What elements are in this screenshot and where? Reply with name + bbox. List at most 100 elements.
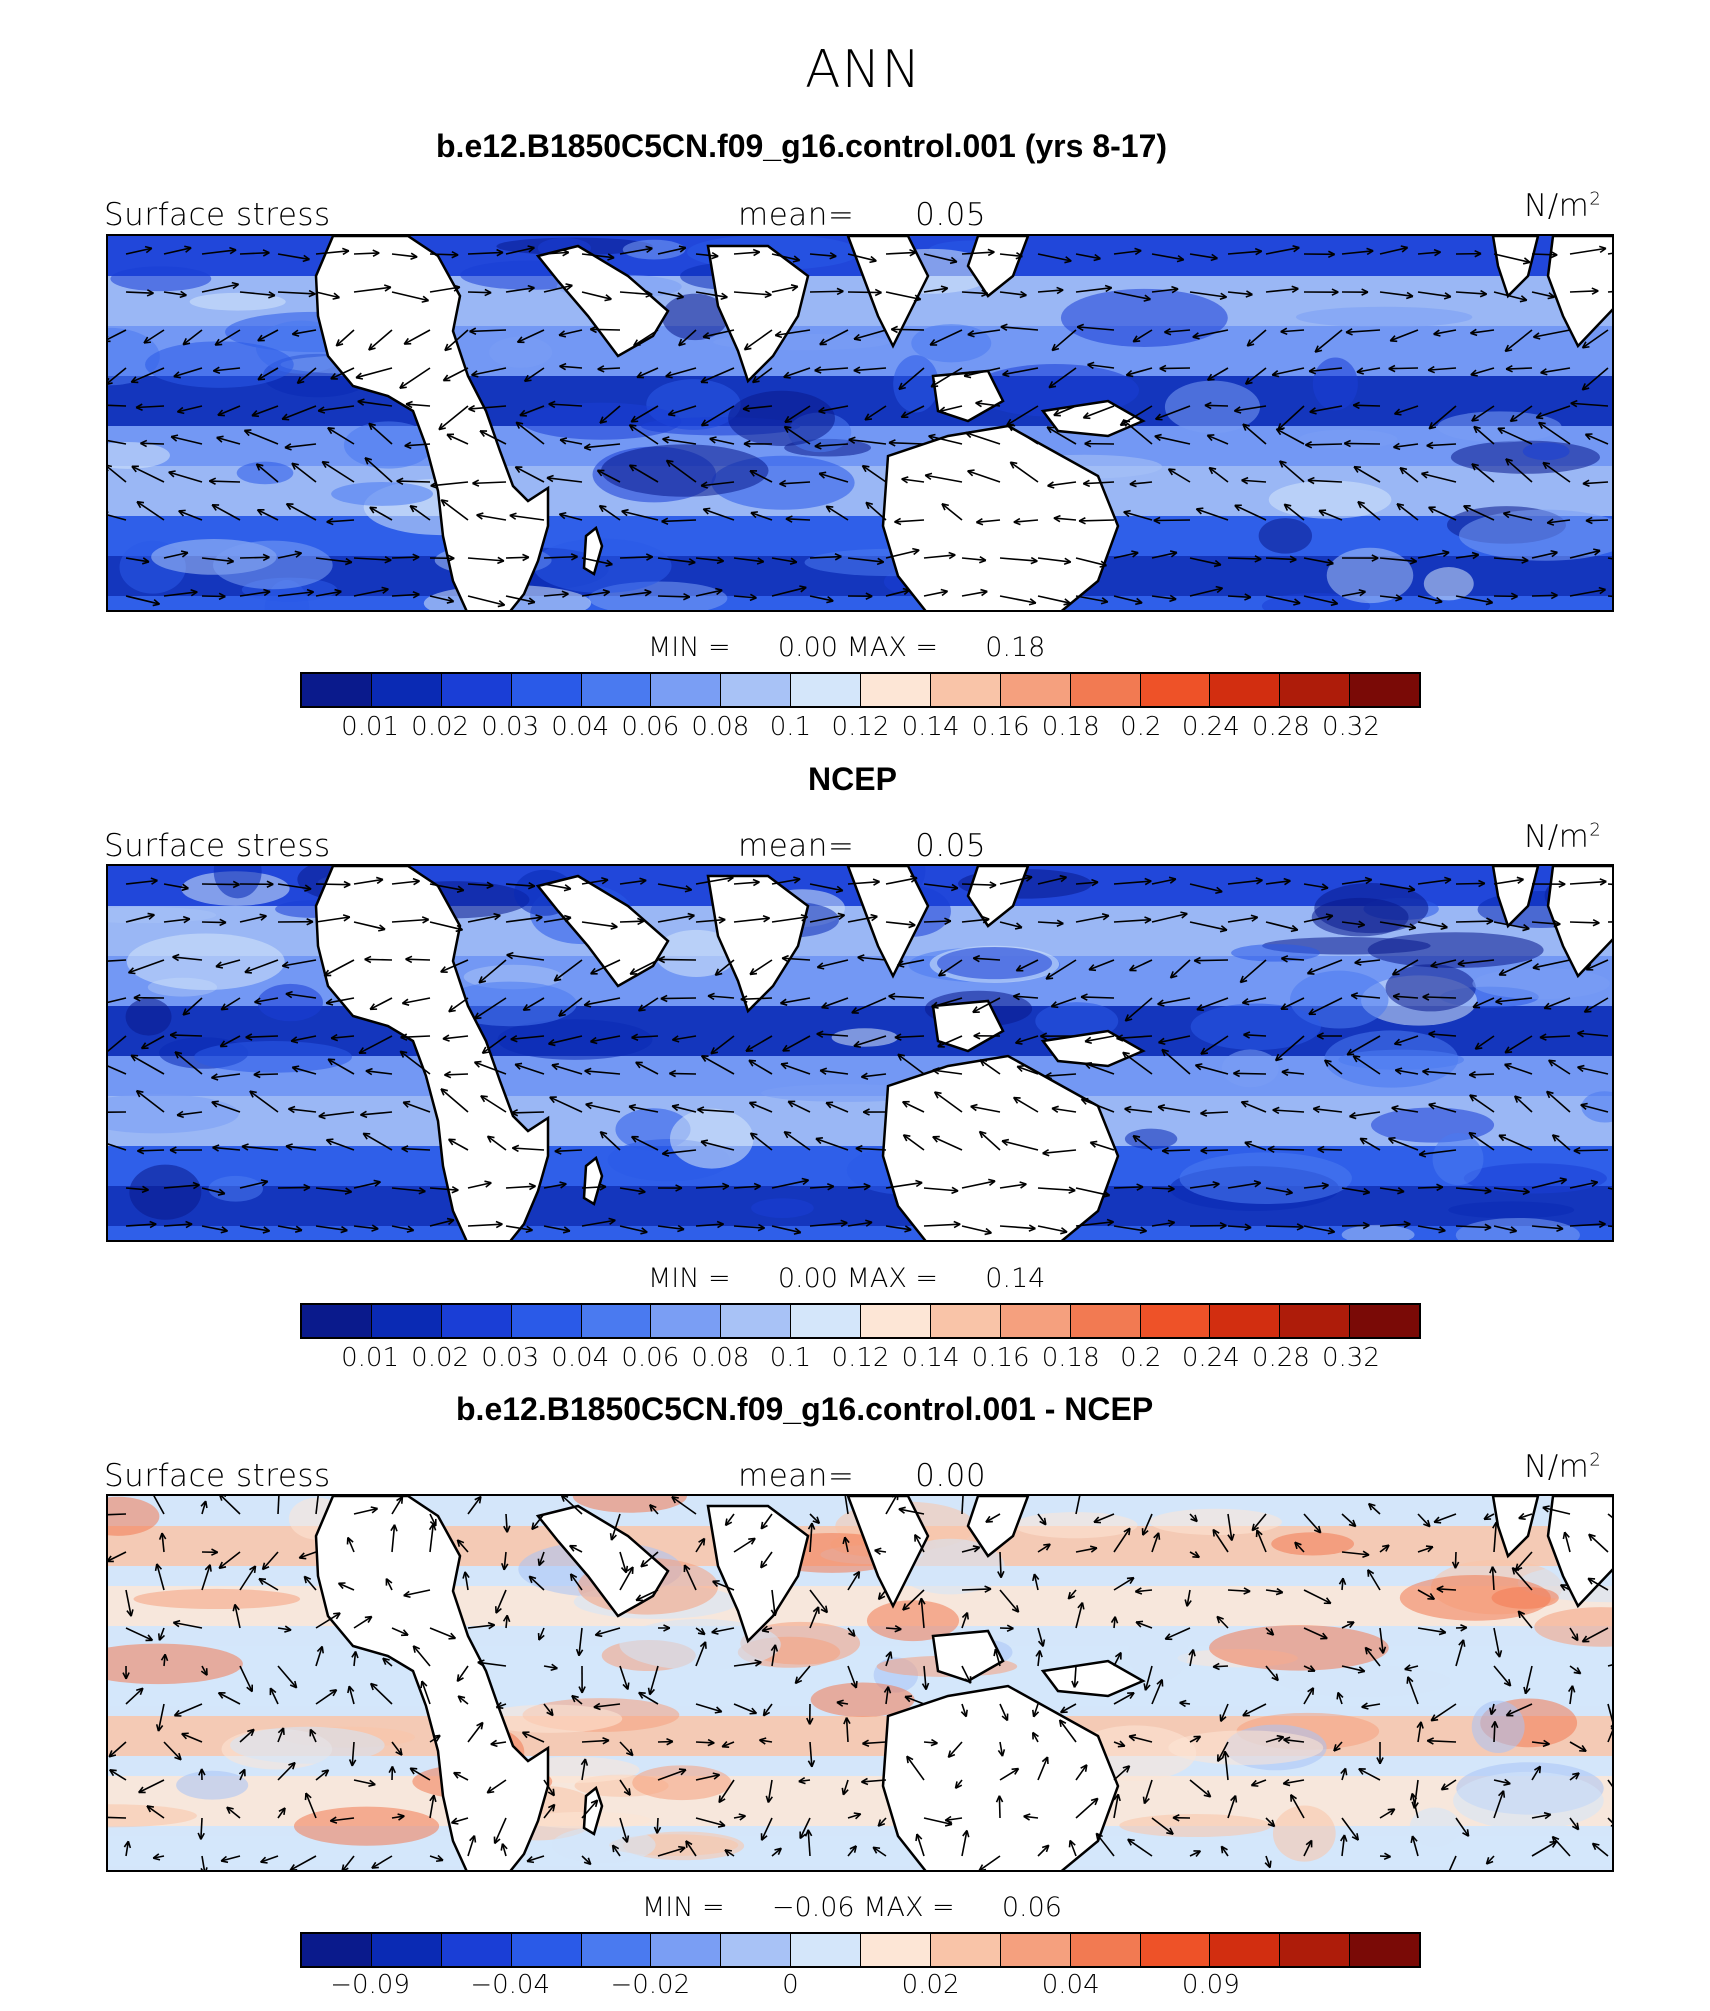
colorbar-tick-label: 0.08: [691, 712, 750, 742]
min-text: MIN =: [648, 632, 731, 663]
contour-patch: [176, 1770, 249, 1800]
colorbar-swatch: [1280, 1305, 1351, 1337]
contour-patch: [1278, 1665, 1451, 1697]
colorbar-tick-label: 0.09: [1181, 1970, 1240, 2000]
field-label: Surface stress: [104, 828, 331, 864]
contour-patch: [1164, 380, 1261, 434]
contour-patch: [1258, 518, 1313, 554]
colorbar-tick-label: −0.02: [610, 1970, 691, 2000]
contour-patch: [551, 1826, 656, 1864]
main-title: ANN: [805, 40, 922, 100]
colorbar-swatch: [930, 1305, 1001, 1337]
mean-text: mean=: [738, 1458, 855, 1494]
colorbar-swatch: [1210, 674, 1281, 706]
colorbar-swatch: [1350, 1934, 1419, 1966]
colorbar-swatch: [371, 1305, 442, 1337]
contour-patch: [108, 1643, 243, 1685]
colorbar-tick-label: 0.2: [1120, 712, 1162, 742]
min-value: 0.00: [777, 1263, 838, 1294]
colorbar-tick-label: 0.03: [481, 712, 540, 742]
colorbar-swatch: [1000, 1934, 1071, 1966]
contour-patch: [1324, 1030, 1459, 1088]
max-value: 0.18: [985, 632, 1046, 663]
colorbar: [300, 1932, 1421, 1968]
land-mass: [1546, 866, 1612, 979]
min-max: MIN = −0.06 MAX = 0.06: [642, 1892, 1062, 1923]
colorbar-swatch: [1140, 1934, 1211, 1966]
colorbar-swatch: [1350, 1305, 1419, 1337]
stress-map: [108, 1496, 1612, 1870]
colorbar-tick-label: 0.16: [971, 712, 1030, 742]
contour-patch: [108, 1094, 239, 1134]
units-exponent: 2: [1589, 1449, 1602, 1471]
contour-patch: [751, 1198, 814, 1218]
land-mass: [846, 1496, 930, 1609]
units-exponent: 2: [1589, 819, 1602, 841]
contour-patch: [1385, 964, 1476, 1012]
contour-patch: [194, 1041, 353, 1073]
colorbar-swatch: [371, 674, 442, 706]
colorbar-swatch: [1000, 1305, 1071, 1337]
colorbar-swatch: [581, 1305, 652, 1337]
contour-patch: [1455, 1217, 1580, 1240]
colorbar-swatch: [302, 1934, 372, 1966]
contour-patch: [1271, 1532, 1355, 1556]
land-mass: [706, 874, 810, 1014]
land-mass: [706, 1504, 810, 1644]
max-value: 0.06: [1001, 1892, 1062, 1923]
land-mass: [1040, 1659, 1146, 1698]
min-max: MIN = 0.00 MAX = 0.18: [648, 632, 1045, 663]
land-mass: [881, 1684, 1120, 1870]
colorbar-tick-label: 0.04: [551, 1343, 610, 1373]
colorbar-tick-label: 0.18: [1041, 712, 1100, 742]
colorbar-tick-label: 0.16: [971, 1343, 1030, 1373]
contour-patch: [257, 983, 323, 1022]
colorbar-swatch: [511, 1305, 582, 1337]
stress-vectors: [108, 245, 1612, 608]
contour-patch: [866, 1600, 960, 1642]
contour-patch: [1399, 1574, 1551, 1621]
colorbar-swatch: [861, 1934, 931, 1966]
colorbar-tick-label: 0.12: [831, 712, 890, 742]
contour-patch: [1128, 1625, 1189, 1682]
contour-patch: [1326, 547, 1414, 604]
contour-patch: [478, 1704, 623, 1733]
colorbar-tick-label: 0.18: [1041, 1343, 1100, 1373]
contour-patch: [601, 444, 769, 497]
units-label: N/m2: [1524, 1449, 1601, 1485]
colorbar-tick-label: 0.1: [769, 712, 812, 742]
colorbar-tick-label: 0.32: [1321, 1343, 1380, 1373]
colorbar-swatch: [721, 1934, 792, 1966]
contour-patch: [126, 933, 285, 991]
field-label: Surface stress: [104, 1458, 331, 1494]
colorbar-tick-label: 0.1: [769, 1343, 812, 1373]
contour-patch: [1448, 1201, 1575, 1219]
colorbar-tick-label: 0.06: [621, 1343, 680, 1373]
contour-patch: [1295, 306, 1473, 328]
colorbar-swatch: [791, 674, 861, 706]
colorbar-swatch: [1070, 674, 1141, 706]
colorbar-tick-label: 0.03: [481, 1343, 540, 1373]
colorbar-swatch: [1140, 1305, 1211, 1337]
contour-patch: [1312, 357, 1358, 411]
contour-patch: [1221, 1049, 1279, 1088]
land-mass: [846, 866, 930, 979]
contour-patch: [1341, 1224, 1415, 1240]
colorbar-swatch: [651, 1934, 722, 1966]
contour-patch: [497, 1019, 653, 1060]
colorbar-swatch: [1280, 674, 1351, 706]
contour-patch: [213, 866, 262, 899]
colorbar-tick-label: 0.14: [901, 712, 960, 742]
mean-label: mean= 0.00: [738, 1458, 986, 1494]
max-value: 0.14: [985, 1263, 1046, 1294]
contour-patch: [1268, 480, 1392, 519]
units-text: N/m: [1524, 1449, 1590, 1485]
colorbar-tick-label: −0.09: [330, 1970, 410, 2000]
contour-patch: [669, 1108, 754, 1169]
land-mass: [535, 1504, 670, 1618]
land-mass: [1491, 1496, 1540, 1559]
contour-patch: [236, 461, 294, 485]
contour-patch: [936, 946, 1053, 980]
contour-patch: [1231, 944, 1320, 962]
panel-title: b.e12.B1850C5CN.f09_g16.control.001 - NC…: [456, 1391, 1154, 1427]
